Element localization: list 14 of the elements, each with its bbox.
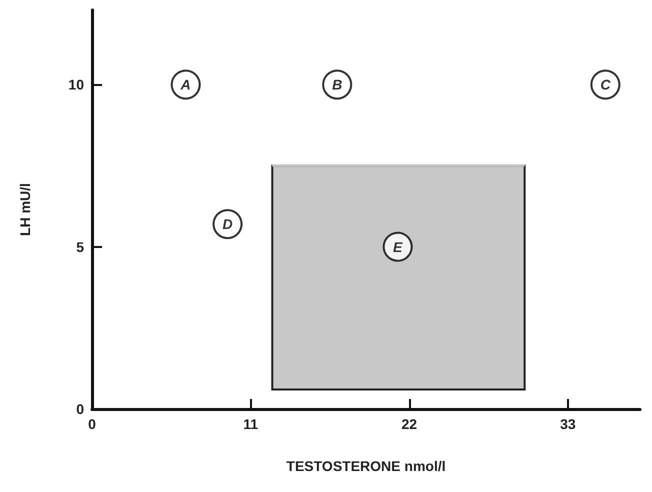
y-tick-label: 5	[76, 238, 84, 255]
y-tick-label: 10	[68, 76, 84, 93]
y-axis-title: LH mU/l	[17, 183, 33, 236]
x-tick-label: 0	[88, 416, 96, 432]
annotation: A	[180, 76, 191, 93]
x-tick-label: 22	[401, 416, 418, 432]
x-axis-title: TESTOSTERONE nmol/l	[286, 458, 446, 474]
y-tick-label: 0	[76, 401, 84, 417]
annotation: C	[600, 76, 612, 93]
x-tick-label: 33	[560, 416, 576, 432]
annotation: D	[222, 216, 233, 232]
annotation: B	[332, 76, 342, 93]
x-tick-label: 11	[243, 416, 258, 432]
annotation: E	[393, 238, 404, 255]
